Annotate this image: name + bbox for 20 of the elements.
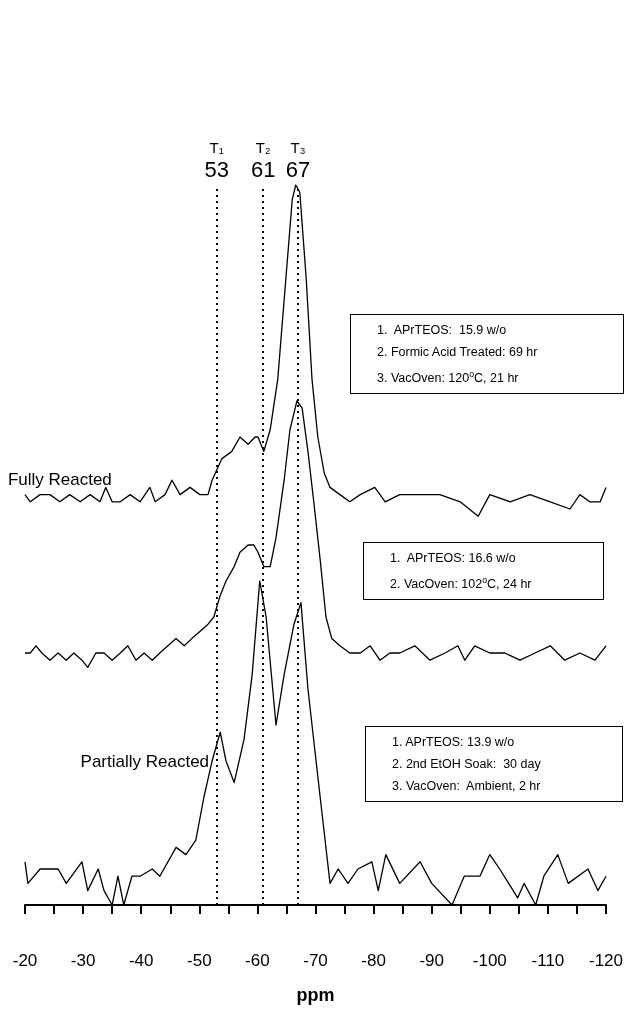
x-tick-label: -100 [472, 951, 507, 970]
x-tick-label: -120 [588, 951, 624, 970]
series-label: Partially Reacted [80, 751, 210, 771]
annotation: 1. APrTEOS: 16.6 w/o 2. VacOven: 102$^{o}$C, 24 hr [363, 542, 604, 601]
series-label: Fully Reacted [7, 469, 112, 489]
x-tick-label: -40 [128, 951, 154, 970]
x-tick-label: -70 [303, 951, 328, 970]
annotation: 1. APrTEOS: 13.9 w/o 2. 2nd EtOH Soak: 30 day 3. VacOven: Ambient, 2 hr [365, 726, 623, 802]
ref-line-label: T₂ 61 [250, 138, 276, 182]
x-tick-label: -90 [419, 951, 444, 970]
x-tick-label: -20 [12, 951, 38, 970]
x-axis-title: ppm [296, 985, 335, 1005]
x-tick-label: -50 [187, 951, 212, 970]
ref-line-label: T₃ 67 [285, 138, 311, 182]
x-tick-label: -110 [531, 951, 565, 970]
x-tick-label: -30 [70, 951, 96, 970]
x-tick-label: -60 [245, 951, 270, 970]
annotation: 1. APrTEOS: 15.9 w/o 2. Formic Acid Treated: 69 hr 3. VacOven: 120$^{o}$C, 21 hr [350, 314, 624, 395]
x-tick-label: -80 [361, 951, 386, 970]
ref-line-label: T₁ 53 [204, 138, 229, 182]
